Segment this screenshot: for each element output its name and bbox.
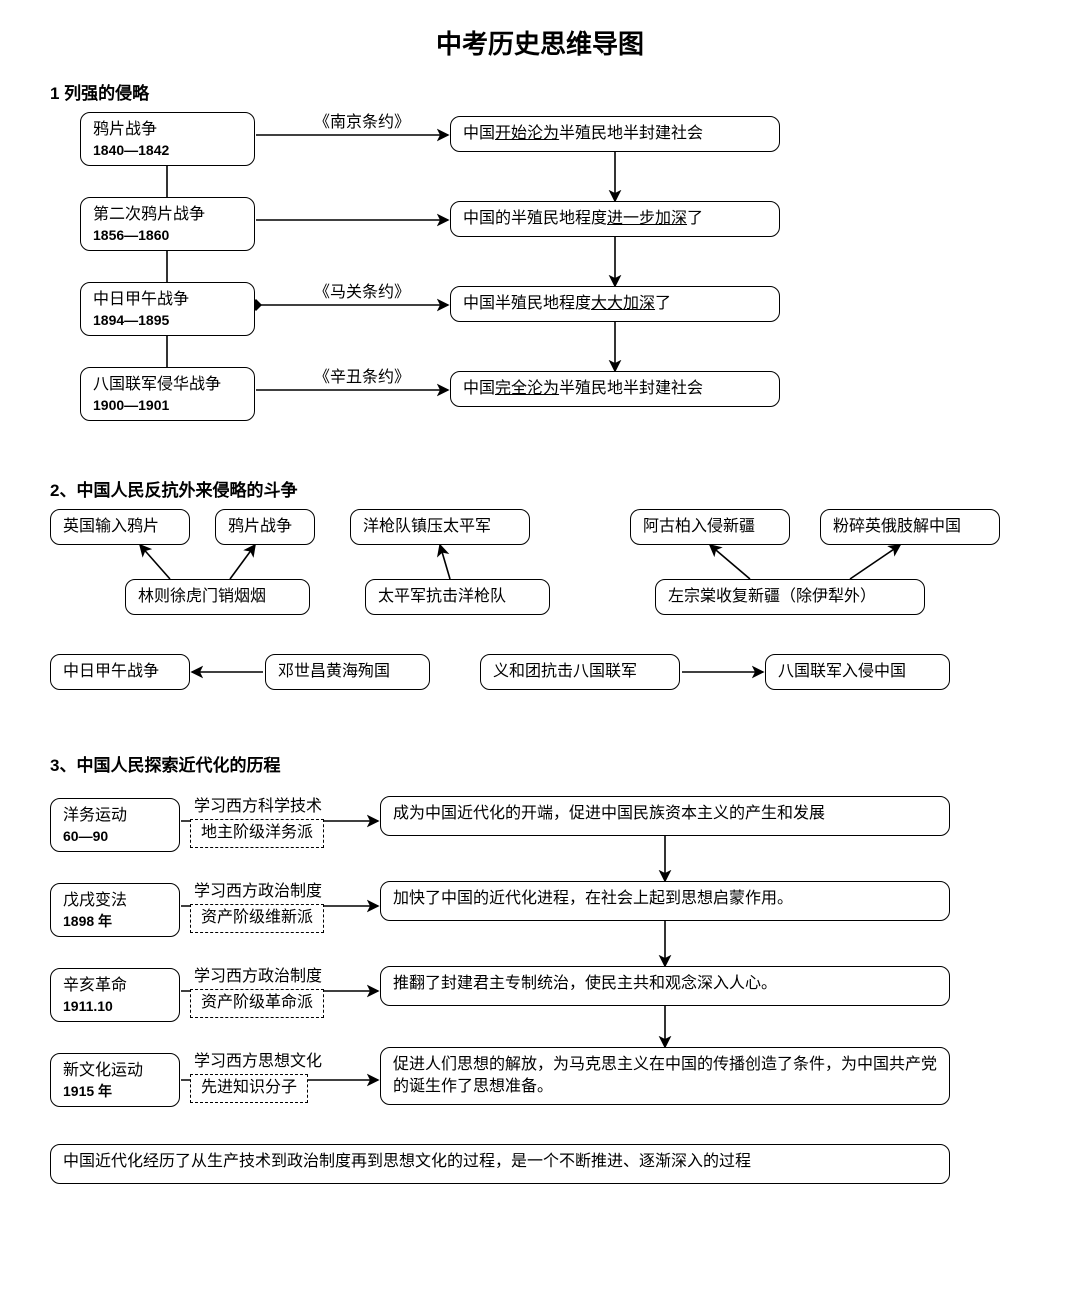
s2-node-0: 英国输入鸦片 (50, 509, 190, 545)
s1-elabel-2: 《辛丑条约》 (310, 363, 414, 387)
s1-elabel-0: 《南京条约》 (310, 108, 414, 132)
s1-left-2: 中日甲午战争1894—1895 (80, 282, 255, 336)
s3-bottom: 中国近代化经历了从生产技术到政治制度再到思想文化的过程，是一个不断推进、逐渐深入… (50, 1144, 950, 1184)
section1-heading: 1 列强的侵略 (50, 79, 1030, 104)
s3-midtop-0: 学习西方科学技术 (190, 792, 326, 816)
s1-left-3: 八国联军侵华战争1900—1901 (80, 367, 255, 421)
s3-dash-0: 地主阶级洋务派 (190, 819, 324, 848)
section1-canvas: 鸦片战争1840—1842 第二次鸦片战争1856—1860 中日甲午战争1894—… (50, 112, 1020, 442)
s2-node-11: 八国联军入侵中国 (765, 654, 950, 690)
section3-canvas: 洋务运动60—90 戊戌变法1898 年辛亥革命1911.10 新文化运动1915 … (50, 784, 1020, 1234)
s3-left-2: 辛亥革命1911.10 (50, 968, 180, 1022)
section2-heading: 2、中国人民反抗外来侵略的斗争 (50, 476, 1030, 501)
s3-left-1: 戊戌变法1898 年 (50, 883, 180, 937)
s1-left-1: 第二次鸦片战争1856—1860 (80, 197, 255, 251)
s1-right-2: 中国半殖民地程度大大加深了 (450, 286, 780, 322)
s3-left-0: 洋务运动60—90 (50, 798, 180, 852)
section3-heading: 3、中国人民探索近代化的历程 (50, 751, 1030, 776)
s2-node-10: 义和团抗击八国联军 (480, 654, 680, 690)
s3-right-2: 推翻了封建君主专制统治，使民主共和观念深入人心。 (380, 966, 950, 1006)
page-title: 中考历史思维导图 (50, 24, 1030, 61)
s2-node-5: 林则徐虎门销烟烟 (125, 579, 310, 615)
s2-node-8: 中日甲午战争 (50, 654, 190, 690)
s3-right-3: 促进人们思想的解放，为马克思主义在中国的传播创造了条件，为中国共产党的诞生作了思… (380, 1047, 950, 1105)
section2-canvas: 英国输入鸦片鸦片战争洋枪队镇压太平军 阿古柏入侵新疆粉碎英俄肢解中国林则徐虎门销烟… (50, 509, 1020, 729)
s1-elabel-1: 《马关条约》 (310, 278, 414, 302)
s1-right-0: 中国开始沦为半殖民地半封建社会 (450, 116, 780, 152)
s2-node-3: 阿古柏入侵新疆 (630, 509, 790, 545)
s3-dash-1: 资产阶级维新派 (190, 904, 324, 933)
s3-midtop-2: 学习西方政治制度 (190, 962, 326, 986)
s2-node-2: 洋枪队镇压太平军 (350, 509, 530, 545)
s3-dash-3: 先进知识分子 (190, 1074, 308, 1103)
s3-midtop-1: 学习西方政治制度 (190, 877, 326, 901)
s3-right-0: 成为中国近代化的开端，促进中国民族资本主义的产生和发展 (380, 796, 950, 836)
s1-right-3: 中国完全沦为半殖民地半封建社会 (450, 371, 780, 407)
s2-node-1: 鸦片战争 (215, 509, 315, 545)
s3-midtop-3: 学习西方思想文化 (190, 1047, 326, 1071)
s1-left-0: 鸦片战争1840—1842 (80, 112, 255, 166)
s3-dash-2: 资产阶级革命派 (190, 989, 324, 1018)
s1-right-1: 中国的半殖民地程度进一步加深了 (450, 201, 780, 237)
s2-node-7: 左宗棠收复新疆（除伊犁外） (655, 579, 925, 615)
s2-node-6: 太平军抗击洋枪队 (365, 579, 550, 615)
s3-right-1: 加快了中国的近代化进程，在社会上起到思想启蒙作用。 (380, 881, 950, 921)
s3-left-3: 新文化运动1915 年 (50, 1053, 180, 1107)
s2-node-4: 粉碎英俄肢解中国 (820, 509, 1000, 545)
s2-node-9: 邓世昌黄海殉国 (265, 654, 430, 690)
